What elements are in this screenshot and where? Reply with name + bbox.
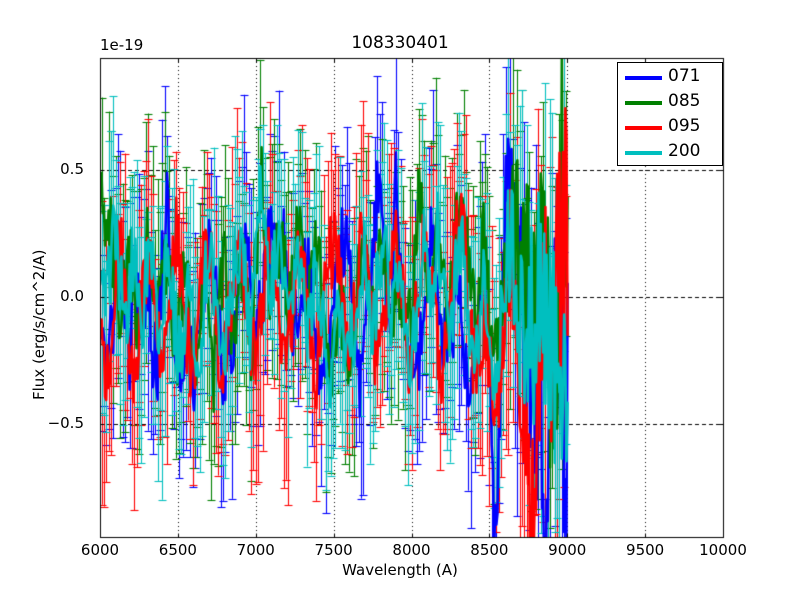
- x-tick-label: 7000: [236, 541, 275, 559]
- legend-swatch: [625, 126, 662, 130]
- legend-swatch: [625, 76, 662, 80]
- y-axis-label: Flux (erg/s/cm^2/A): [30, 249, 48, 400]
- x-tick-label: 9000: [548, 541, 587, 559]
- x-tick-label: 6000: [80, 541, 120, 559]
- x-tick-label: 10000: [699, 541, 747, 559]
- x-axis-label: Wavelength (A): [342, 561, 458, 579]
- legend-label: 085: [668, 91, 701, 111]
- y-tick-label: 0.5: [60, 159, 84, 178]
- legend-swatch: [625, 151, 662, 155]
- legend-item-085: 085: [618, 90, 724, 116]
- y-axis-offset-label: 1e-19: [100, 36, 144, 54]
- legend-item-200: 200: [618, 140, 724, 166]
- legend-item-071: 071: [618, 65, 724, 91]
- x-tick-label: 7500: [314, 541, 353, 559]
- legend: 071 085 095 200: [617, 62, 723, 166]
- legend-item-095: 095: [618, 115, 724, 141]
- legend-label: 071: [668, 66, 701, 86]
- x-tick-label: 8500: [470, 541, 509, 559]
- page-title: 108330401: [351, 33, 449, 53]
- x-tick-label: 8000: [392, 541, 431, 559]
- legend-label: 095: [668, 116, 701, 136]
- x-tick-label: 9500: [626, 541, 665, 559]
- x-tick-label: 6500: [158, 541, 197, 559]
- legend-swatch: [625, 101, 662, 105]
- legend-label: 200: [668, 141, 701, 161]
- y-tick-label: −0.5: [47, 413, 84, 432]
- y-tick-label: 0.0: [60, 286, 84, 305]
